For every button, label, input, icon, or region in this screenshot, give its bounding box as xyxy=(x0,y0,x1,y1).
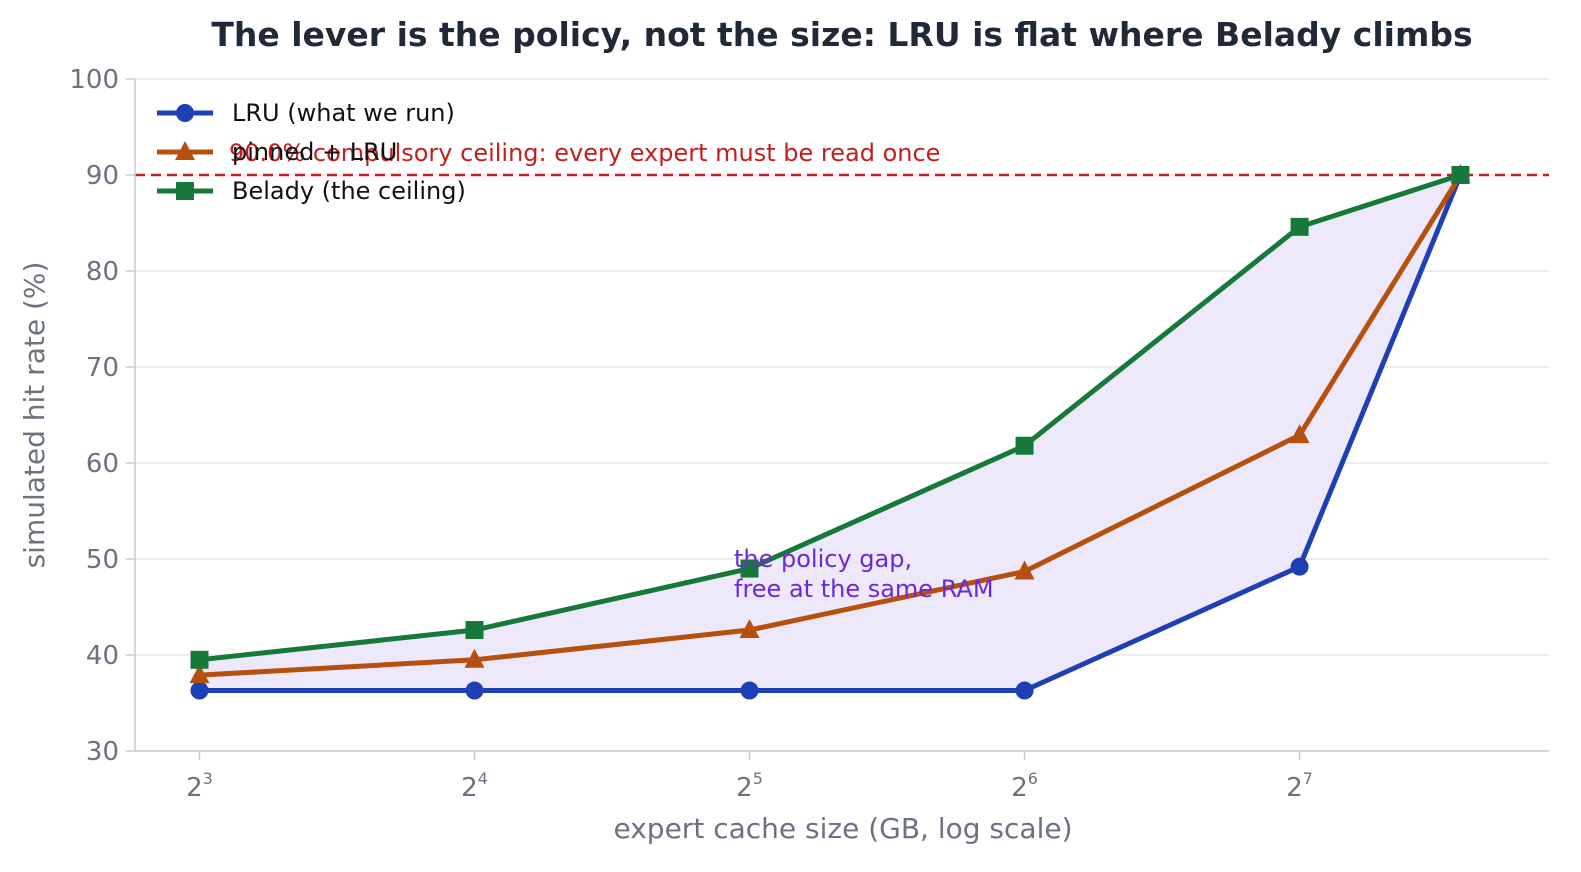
point-pinned-lru-4 xyxy=(1289,424,1310,444)
y-tick-label-40: 40 xyxy=(86,641,119,671)
point-pinned-lru-1 xyxy=(464,648,485,668)
x-tick-label-7: 27 xyxy=(1286,769,1313,803)
y-tick-label-50: 50 xyxy=(86,545,119,575)
y-tick-labels: 30 40 50 60 70 80 90 100 xyxy=(69,65,119,767)
x-tick-label-5: 25 xyxy=(736,769,763,803)
x-tick-label-4: 24 xyxy=(461,769,488,803)
y-tick-label-60: 60 xyxy=(86,449,119,479)
policy-gap-region xyxy=(199,175,1461,691)
chart-title: The lever is the policy, not the size: L… xyxy=(211,15,1472,54)
series-markers xyxy=(189,164,1471,700)
x-tick-label-3: 23 xyxy=(186,769,213,803)
legend-label-belady-the-ceiling: Belady (the ceiling) xyxy=(232,177,466,205)
point-lru-what-we-run-3 xyxy=(1015,681,1034,700)
y-tick-label-80: 80 xyxy=(86,257,119,287)
policy-gap-annotation: the policy gap,free at the same RAM xyxy=(734,545,994,603)
legend-marker-lru-what-we-run xyxy=(176,104,194,122)
point-belady-the-ceiling-2 xyxy=(740,559,759,578)
point-pinned-lru-0 xyxy=(189,664,210,684)
point-lru-what-we-run-1 xyxy=(465,681,484,700)
point-lru-what-we-run-2 xyxy=(740,681,759,700)
point-pinned-lru-3 xyxy=(1014,560,1035,580)
point-lru-what-we-run-4 xyxy=(1290,557,1309,576)
legend-label-pinned-lru: pinned + LRU xyxy=(232,138,397,166)
series-line-pinned-lru xyxy=(199,173,1463,678)
annotation-line-0: the policy gap, xyxy=(734,545,912,573)
y-axis-label: simulated hit rate (%) xyxy=(18,262,51,569)
y-tick-label-30: 30 xyxy=(86,737,119,767)
series-line-belady-the-ceiling xyxy=(199,172,1462,663)
y-tick-label-90: 90 xyxy=(86,161,119,191)
legend: LRU (what we run) pinned + LRU Belady (the… xyxy=(157,99,466,205)
x-tick-labels: 23 24 25 26 27 xyxy=(186,769,1313,803)
point-pinned-lru-2 xyxy=(739,619,760,639)
y-tick-label-70: 70 xyxy=(86,353,119,383)
point-lru-what-we-run-0 xyxy=(190,681,209,700)
series-lines xyxy=(199,172,1463,694)
point-belady-the-ceiling-5 xyxy=(1451,166,1470,184)
legend-marker-belady-the-ceiling xyxy=(176,182,194,200)
reference-line-group: 90.0% compulsory ceiling: every expert m… xyxy=(135,139,1549,177)
axes xyxy=(126,78,1549,760)
legend-marker-pinned-lru xyxy=(175,141,195,160)
legend-label-lru-what-we-run: LRU (what we run) xyxy=(232,99,455,127)
point-belady-the-ceiling-4 xyxy=(1290,217,1309,236)
point-belady-the-ceiling-3 xyxy=(1015,436,1034,455)
point-belady-the-ceiling-0 xyxy=(190,650,209,669)
point-belady-the-ceiling-1 xyxy=(465,621,484,640)
policy-gap-fill xyxy=(199,175,1461,691)
series-line-lru-what-we-run xyxy=(199,174,1463,694)
annotation-line-1: free at the same RAM xyxy=(734,575,994,603)
y-tick-label-100: 100 xyxy=(69,65,119,95)
ceiling-reference-label: 90.0% compulsory ceiling: every expert m… xyxy=(229,139,940,167)
x-axis-label: expert cache size (GB, log scale) xyxy=(614,812,1073,845)
x-tick-label-6: 26 xyxy=(1011,769,1038,803)
